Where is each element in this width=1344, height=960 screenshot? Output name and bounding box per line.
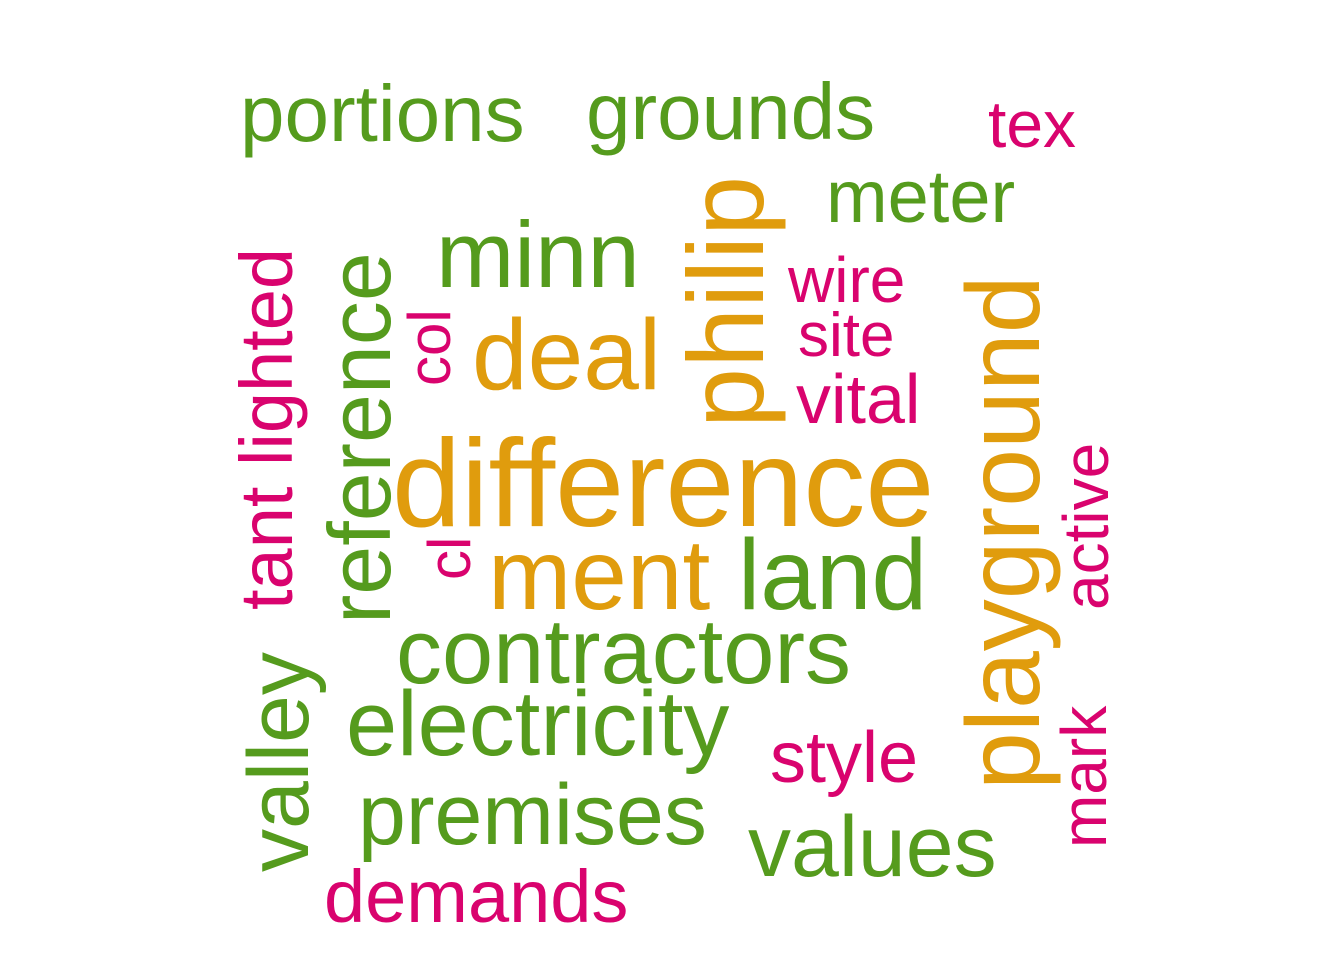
word-cl: cl — [416, 536, 483, 580]
word-values: values — [748, 799, 997, 895]
word-col: col — [396, 309, 463, 386]
word-philip: philip — [665, 175, 786, 428]
word-contractors: contractors — [396, 601, 852, 703]
word-deal: deal — [472, 299, 662, 411]
word-playground: playground — [946, 275, 1062, 790]
word-vital: vital — [796, 360, 921, 438]
word-portions: portions — [240, 69, 525, 158]
word-active: active — [1050, 442, 1122, 610]
word-tant-lighted: tant lighted — [225, 247, 308, 610]
word-electricity: electricity — [346, 673, 730, 775]
word-ment: ment — [488, 519, 711, 631]
word-site: site — [798, 301, 895, 370]
word-reference: reference — [310, 252, 409, 624]
word-valley: valley — [231, 652, 327, 872]
word-style: style — [770, 718, 919, 798]
word-demands: demands — [324, 855, 629, 938]
word-land: land — [738, 519, 928, 631]
word-meter: meter — [826, 155, 1016, 238]
word-premises: premises — [358, 767, 707, 863]
word-grounds: grounds — [586, 67, 876, 156]
word-difference: difference — [392, 415, 935, 553]
word-mark: mark — [1048, 705, 1120, 848]
word-wire: wire — [788, 244, 906, 316]
word-tex: tex — [988, 87, 1077, 161]
word-minn: minn — [436, 202, 640, 307]
